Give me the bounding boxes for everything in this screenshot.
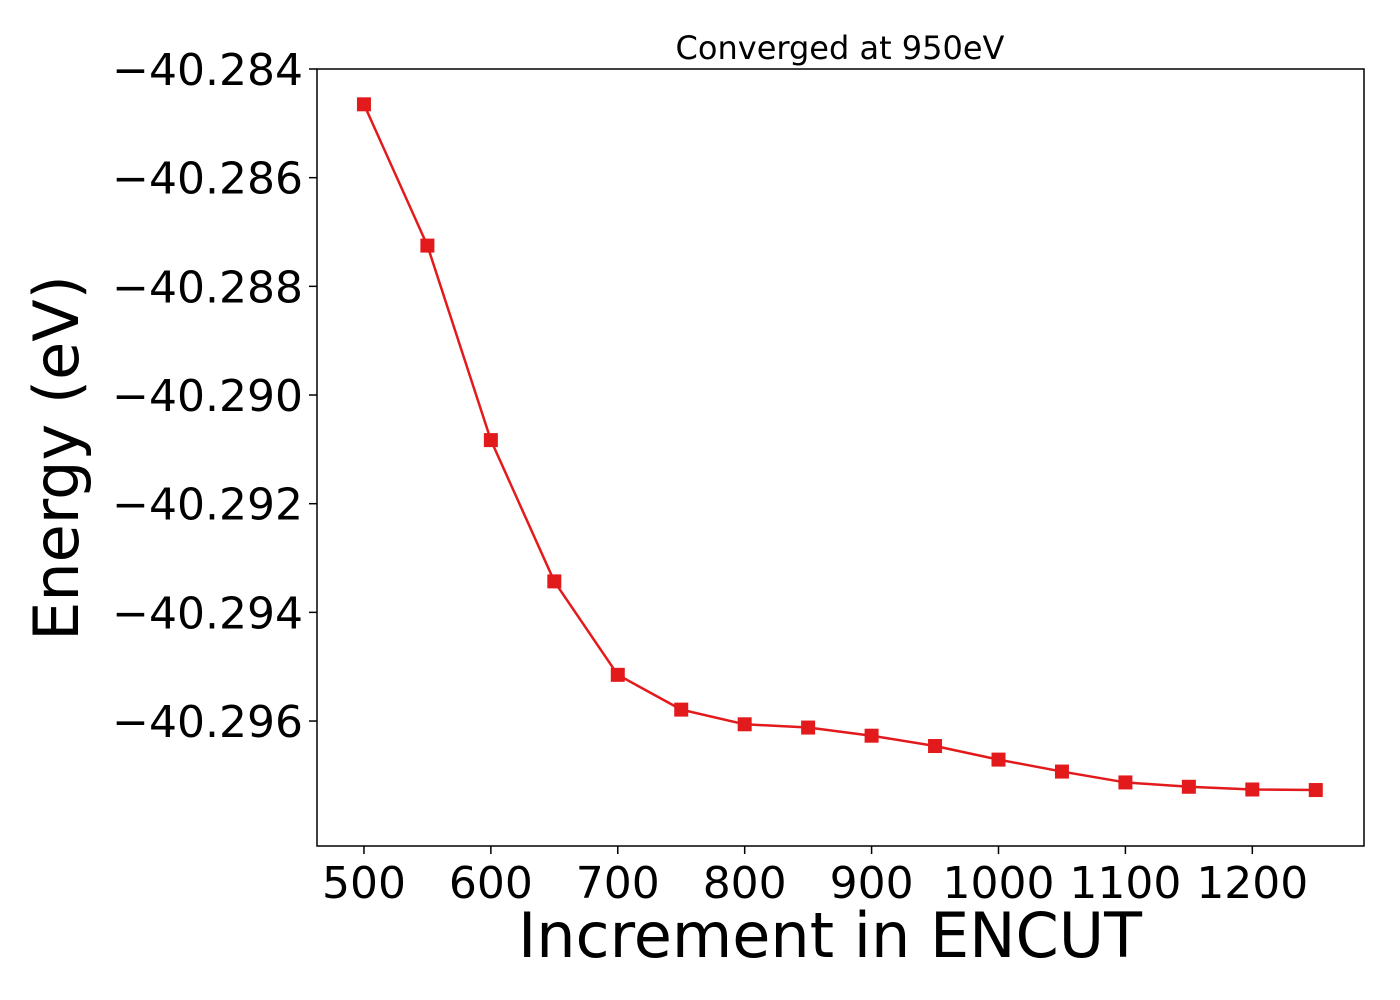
y-tick-label-4: −40.292 [112, 480, 303, 531]
y-tick-label-2: −40.288 [112, 262, 303, 313]
x-tick-label-500: 500 [322, 858, 406, 909]
x-tick-label-1000: 1000 [943, 858, 1055, 909]
data-point-750 [674, 702, 689, 717]
chart-title: Converged at 950eV [676, 29, 1005, 67]
y-tick-label-0: −40.284 [112, 45, 303, 96]
data-point-800 [737, 717, 752, 732]
x-tick-label-1200: 1200 [1196, 858, 1308, 909]
data-point-500 [356, 97, 371, 112]
plot-frame [316, 68, 1365, 847]
data-point-1050 [1054, 764, 1069, 779]
x-tick-label-900: 900 [830, 858, 914, 909]
y-tick-label-5: −40.294 [112, 588, 303, 639]
series-line-0 [362, 103, 1316, 792]
y-tick-label-3: −40.290 [112, 371, 303, 422]
y-axis-label: Energy (eV) [20, 275, 93, 641]
data-point-550 [420, 238, 435, 253]
x-axis-label: Increment in ENCUT [518, 899, 1143, 972]
data-point-950 [928, 739, 943, 754]
plot-area: 500 600 700 800 900 1000 1100 1200 −40.284 −40.28… [112, 45, 1323, 909]
x-tick-label-700: 700 [576, 858, 660, 909]
data-point-1100 [1118, 775, 1133, 790]
data-point-600 [483, 433, 498, 448]
data-point-1000 [991, 752, 1006, 767]
data-point-650 [547, 574, 562, 589]
data-point-1150 [1181, 779, 1196, 794]
y-tick-label-6: −40.296 [112, 697, 303, 748]
x-tick-label-600: 600 [449, 858, 533, 909]
data-point-900 [864, 728, 879, 743]
x-tick-label-1100: 1100 [1069, 858, 1181, 909]
data-point-700 [610, 667, 625, 682]
data-point-1200 [1245, 782, 1260, 797]
data-point-1250 [1308, 783, 1323, 798]
x-tick-label-800: 800 [703, 858, 787, 909]
y-tick-label-1: −40.286 [112, 154, 303, 205]
data-point-850 [801, 720, 816, 735]
